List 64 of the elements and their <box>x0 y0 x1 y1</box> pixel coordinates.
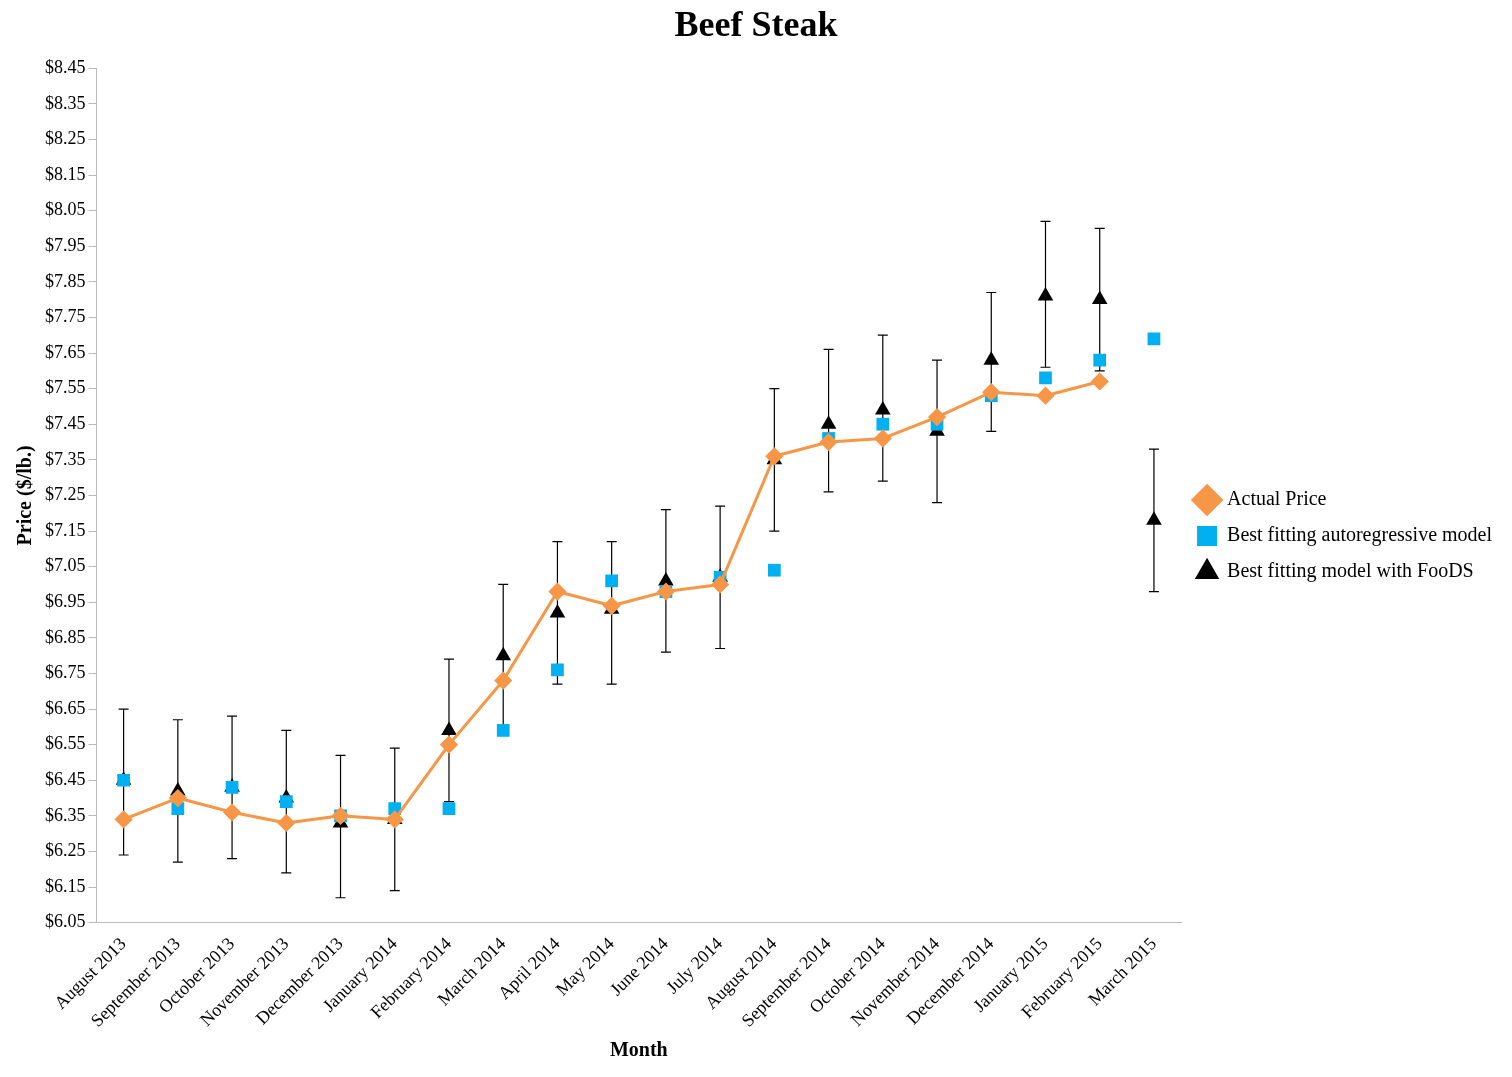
point <box>605 574 619 588</box>
point <box>496 724 510 737</box>
point <box>875 400 891 415</box>
y-tick-label: $6.15 <box>45 875 86 896</box>
y-tick-label: $7.75 <box>45 306 86 327</box>
legend-label: Actual Price <box>1227 487 1327 510</box>
y-tick-label: $6.75 <box>45 662 86 683</box>
point <box>1036 387 1054 405</box>
point <box>386 810 404 828</box>
point <box>1037 287 1054 301</box>
point <box>1091 373 1109 390</box>
point <box>820 415 837 429</box>
point <box>548 583 566 601</box>
legend-label: Best fitting model with FooDS <box>1227 559 1474 583</box>
point <box>115 810 133 828</box>
point <box>982 383 1000 401</box>
legend-label: Best fitting autoregressive model <box>1227 523 1493 547</box>
y-tick-label: $7.15 <box>45 519 86 540</box>
y-tick-label: $7.05 <box>45 555 86 576</box>
point <box>551 663 564 677</box>
y-tick-label: $7.25 <box>45 484 86 505</box>
y-tick-label: $6.85 <box>45 626 86 647</box>
point <box>495 646 511 661</box>
chart-title: Beef Steak <box>674 3 838 44</box>
y-tick-label: $6.35 <box>45 804 86 825</box>
y-tick-label: $6.45 <box>45 768 86 789</box>
y-tick-label: $6.05 <box>45 911 86 932</box>
point <box>820 433 838 451</box>
point <box>223 803 241 821</box>
x-axis-title: Month <box>609 1038 668 1061</box>
point <box>1093 353 1107 367</box>
y-tick-label: $7.65 <box>45 341 86 362</box>
point <box>711 575 729 593</box>
point <box>169 789 187 807</box>
y-axis-title: Price ($/lb.) <box>13 445 37 546</box>
point <box>1091 290 1108 305</box>
point <box>440 736 458 754</box>
point <box>928 408 946 426</box>
point <box>277 814 295 832</box>
point <box>1039 371 1052 385</box>
y-tick-label: $6.95 <box>45 590 86 611</box>
y-tick-label: $6.25 <box>45 840 86 861</box>
y-tick-label: $8.05 <box>45 199 86 220</box>
y-tick-label: $7.45 <box>45 412 86 433</box>
point <box>279 795 293 808</box>
point <box>876 417 890 431</box>
y-tick-label: $6.65 <box>45 697 86 718</box>
y-tick-label: $6.55 <box>45 733 86 754</box>
y-tick-label: $8.45 <box>45 56 86 77</box>
y-tick-label: $7.55 <box>45 377 86 398</box>
point <box>494 672 512 690</box>
y-tick-label: $7.95 <box>45 234 86 255</box>
point <box>767 563 781 577</box>
point <box>874 429 892 447</box>
y-tick-label: $7.85 <box>45 270 86 291</box>
y-tick-label: $7.35 <box>45 448 86 469</box>
point <box>1147 332 1161 346</box>
y-tick-label: $8.15 <box>45 163 86 184</box>
y-tick-label: $8.35 <box>45 92 86 113</box>
point <box>549 603 566 618</box>
point <box>1146 511 1162 525</box>
y-tick-label: $8.25 <box>45 128 86 149</box>
point <box>983 351 1000 365</box>
point <box>442 802 456 816</box>
